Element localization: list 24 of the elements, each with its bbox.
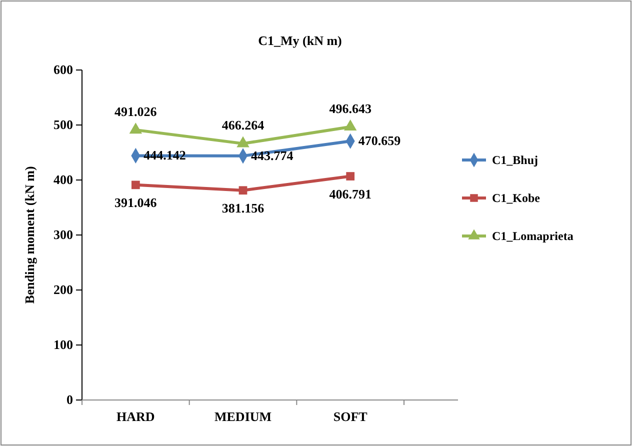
y-tick-label: 100 bbox=[54, 337, 73, 352]
y-tick-label: 600 bbox=[54, 62, 73, 78]
chart-title: C1_My (kN m) bbox=[258, 33, 342, 48]
y-tick-label: 300 bbox=[54, 227, 73, 242]
y-axis-title: Bending moment (kN m) bbox=[22, 166, 37, 304]
data-label: 470.659 bbox=[358, 133, 402, 148]
data-label: 491.026 bbox=[114, 104, 158, 119]
legend-label: C1_Lomaprieta bbox=[492, 229, 574, 243]
x-tick-label: MEDIUM bbox=[214, 409, 272, 424]
x-tick-label: SOFT bbox=[333, 409, 368, 424]
y-tick-label: 200 bbox=[54, 282, 73, 298]
y-tick-label: 500 bbox=[54, 117, 73, 132]
data-label: 444.142 bbox=[144, 148, 186, 163]
data-label: 443.774 bbox=[251, 148, 294, 163]
y-tick-label: 400 bbox=[54, 172, 73, 188]
data-label: 381.156 bbox=[222, 200, 265, 216]
legend-label: C1_Kobe bbox=[492, 191, 541, 205]
data-label: 406.791 bbox=[329, 186, 372, 202]
data-label: 466.264 bbox=[222, 118, 265, 133]
legend-label: C1_Bhuj bbox=[492, 153, 538, 167]
data-label: 496.643 bbox=[329, 100, 372, 116]
data-label: 391.046 bbox=[114, 194, 158, 210]
x-tick-label: HARD bbox=[116, 409, 155, 424]
y-tick-label: 0 bbox=[66, 392, 73, 408]
